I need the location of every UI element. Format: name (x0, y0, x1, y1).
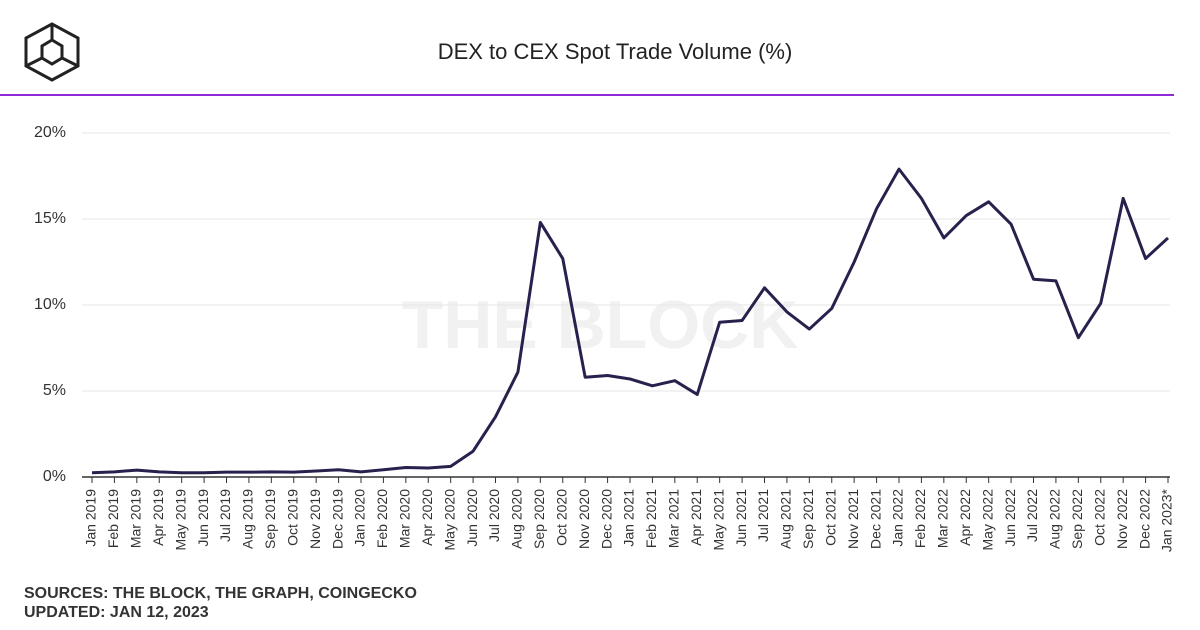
x-tick-label: Jul 2019 (217, 489, 233, 542)
x-tick-label: Oct 2019 (284, 489, 300, 546)
x-tick-label: Aug 2021 (778, 489, 794, 549)
y-tick-label: 5% (43, 382, 66, 399)
x-tick-label: Apr 2021 (688, 489, 704, 546)
x-tick-label: Nov 2020 (576, 489, 592, 549)
x-tick-label: Aug 2022 (1047, 489, 1063, 549)
x-tick-label: Feb 2019 (105, 489, 121, 548)
x-tick-label: Mar 2022 (935, 489, 951, 548)
x-tick-label: Oct 2022 (1091, 489, 1107, 546)
x-tick-label: Jan 2021 (621, 489, 637, 547)
updated: UPDATED: JAN 12, 2023 (24, 604, 209, 621)
x-tick-label: May 2021 (710, 489, 726, 551)
x-tick-label: Dec 2022 (1136, 489, 1152, 549)
x-tick-label: May 2019 (172, 489, 188, 551)
x-tick-label: Apr 2022 (957, 489, 973, 546)
x-tick-label: May 2020 (441, 489, 457, 551)
sources: SOURCES: THE BLOCK, THE GRAPH, COINGECKO (24, 585, 417, 602)
x-tick-label: Sep 2021 (800, 489, 816, 549)
x-tick-label: Mar 2020 (397, 489, 413, 548)
x-tick-label: Aug 2020 (509, 489, 525, 549)
x-tick-label: Sep 2020 (531, 489, 547, 549)
x-tick-label: Nov 2019 (307, 489, 323, 549)
x-tick-label: Nov 2022 (1114, 489, 1130, 549)
x-tick-label: Dec 2020 (598, 489, 614, 549)
x-tick-label: Jan 2022 (890, 489, 906, 547)
x-tick-label: Oct 2020 (553, 489, 569, 546)
x-tick-label: Jun 2021 (733, 489, 749, 547)
x-tick-label: Jan 2020 (352, 489, 368, 547)
x-tick-label: Dec 2021 (867, 489, 883, 549)
y-tick-label: 10% (34, 296, 66, 313)
x-tick-label: Sep 2019 (262, 489, 278, 549)
x-tick-label: Dec 2019 (329, 489, 345, 549)
x-tick-label: Jul 2022 (1024, 489, 1040, 542)
chart-title: DEX to CEX Spot Trade Volume (%) (438, 39, 793, 64)
line (91, 167, 1170, 475)
y-tick-label: 0% (43, 468, 66, 485)
x-tick-label: Mar 2021 (666, 489, 682, 548)
x-tick-label: Jan 2019 (83, 489, 99, 547)
x-tick-label: Jan 2023* (1159, 488, 1175, 552)
x-tick-label: Feb 2020 (374, 489, 390, 548)
watermark: THE BLOCK (402, 287, 799, 363)
x-tick-label: Aug 2019 (240, 489, 256, 549)
x-tick-label: Feb 2022 (912, 489, 928, 548)
x-tick-label: Jul 2020 (486, 489, 502, 542)
x-tick-label: May 2022 (979, 489, 995, 551)
x-tick-label: Oct 2021 (822, 489, 838, 546)
x-tick-label: Apr 2019 (150, 489, 166, 546)
x-tick-label: Nov 2021 (845, 489, 861, 549)
x-tick-label: Jun 2019 (195, 489, 211, 547)
logo (24, 22, 80, 82)
x-tick-label: Apr 2020 (419, 489, 435, 546)
x-tick-label: Feb 2021 (643, 489, 659, 548)
x-tick-label: Jul 2021 (755, 489, 771, 542)
x-tick-label: Jun 2022 (1002, 489, 1018, 547)
x-tick-label: Mar 2019 (128, 489, 144, 548)
x-tick-label: Jun 2020 (464, 489, 480, 547)
x-tick-label: Sep 2022 (1069, 489, 1085, 549)
y-tick-label: 15% (34, 210, 66, 227)
y-tick-label: 20% (34, 124, 66, 141)
